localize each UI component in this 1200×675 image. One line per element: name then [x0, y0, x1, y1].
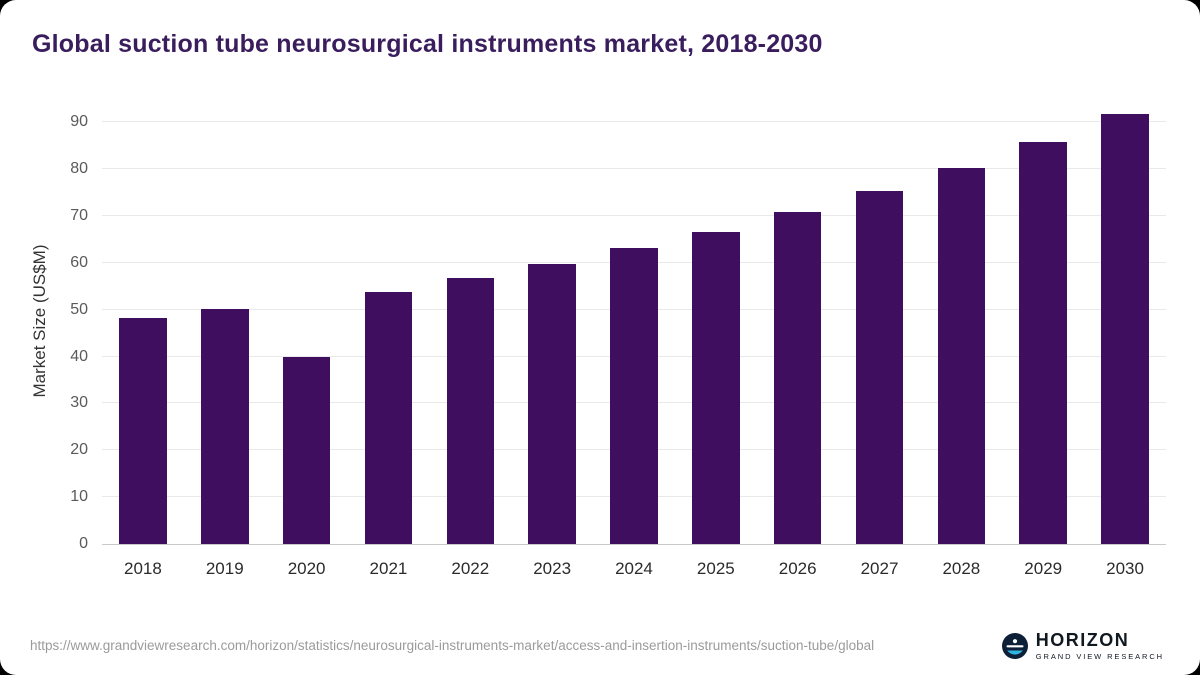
- bar-2023: [528, 263, 576, 544]
- bar-slot: [348, 99, 430, 544]
- logo-text: HORIZON GRAND VIEW RESEARCH: [1036, 631, 1164, 661]
- bar-slot: [1002, 99, 1084, 544]
- x-tick-label: 2028: [942, 559, 981, 578]
- bar-2025: [692, 231, 740, 544]
- x-tick-label: 2022: [451, 559, 490, 578]
- footer: https://www.grandviewresearch.com/horizo…: [30, 631, 1170, 661]
- bar-slot: [757, 99, 839, 544]
- horizon-globe-icon: [1001, 633, 1028, 659]
- y-tick-label: 60: [70, 253, 88, 271]
- x-tick-label: 2018: [124, 559, 162, 578]
- y-tick-label: 90: [70, 113, 88, 131]
- logo-name: HORIZON: [1035, 630, 1130, 650]
- bar-2020: [282, 357, 331, 544]
- brand-logo: HORIZON GRAND VIEW RESEARCH: [1001, 631, 1170, 661]
- logo-subtitle: GRAND VIEW RESEARCH: [1035, 652, 1164, 661]
- bar-2024: [610, 247, 658, 544]
- x-tick-label: 2029: [1024, 559, 1063, 578]
- bars-container: [102, 99, 1166, 544]
- bar-2028: [937, 168, 986, 544]
- y-tick-label: 40: [70, 347, 88, 365]
- x-tick-label: 2027: [860, 559, 899, 578]
- y-tick-label: 30: [70, 394, 88, 412]
- bar-2018: [119, 317, 167, 544]
- gridline: [102, 215, 1166, 217]
- bar-slot: [184, 99, 266, 544]
- bar-2026: [773, 211, 822, 544]
- bar-2021: [364, 292, 413, 544]
- chart: Market Size (US$M) 0 10 20 30 40 50 60 70 80 90 2…: [30, 99, 1166, 579]
- bar-slot: [593, 99, 675, 544]
- bar-2019: [201, 308, 249, 544]
- source-url: https://www.grandviewresearch.com/horizo…: [30, 637, 875, 653]
- y-tick-label: 10: [70, 488, 88, 506]
- bar-2029: [1019, 141, 1067, 544]
- bar-slot: [266, 99, 348, 544]
- x-tick-label: 2021: [369, 559, 408, 578]
- y-tick-label: 50: [70, 300, 88, 318]
- chart-title: Global suction tube neurosurgical instru…: [32, 30, 823, 58]
- y-tick-label: 80: [70, 160, 88, 178]
- bar-slot: [920, 99, 1002, 544]
- bar-slot: [429, 99, 511, 544]
- y-tick-label: 20: [70, 441, 88, 459]
- bar-2022: [446, 278, 495, 544]
- x-tick-label: 2030: [1106, 559, 1144, 578]
- plot-area: 0 10 20 30 40 50 60 70 80 90: [70, 99, 1166, 552]
- bar-slot: [102, 99, 184, 544]
- bar-2030: [1101, 113, 1149, 544]
- bar-slot: [511, 99, 593, 544]
- x-tick-label: 2020: [287, 559, 326, 578]
- gridline: [102, 168, 1166, 170]
- bar-2027: [855, 190, 904, 544]
- x-tick-label: 2023: [533, 559, 572, 578]
- x-tick-label: 2024: [615, 559, 653, 578]
- gridline: [102, 121, 1166, 123]
- y-tick-label: 70: [70, 207, 88, 225]
- x-tick-label: 2026: [778, 559, 817, 578]
- y-tick-label: 0: [79, 535, 88, 552]
- bar-slot: [1084, 99, 1166, 544]
- bar-slot: [675, 99, 757, 544]
- x-tick-label: 2019: [205, 559, 244, 578]
- x-tick-label: 2025: [696, 559, 735, 578]
- x-axis-labels: 2018 2019 2020 2021 2022 2023 2024 2025 2026 2027…: [102, 545, 1166, 579]
- bar-slot: [839, 99, 921, 544]
